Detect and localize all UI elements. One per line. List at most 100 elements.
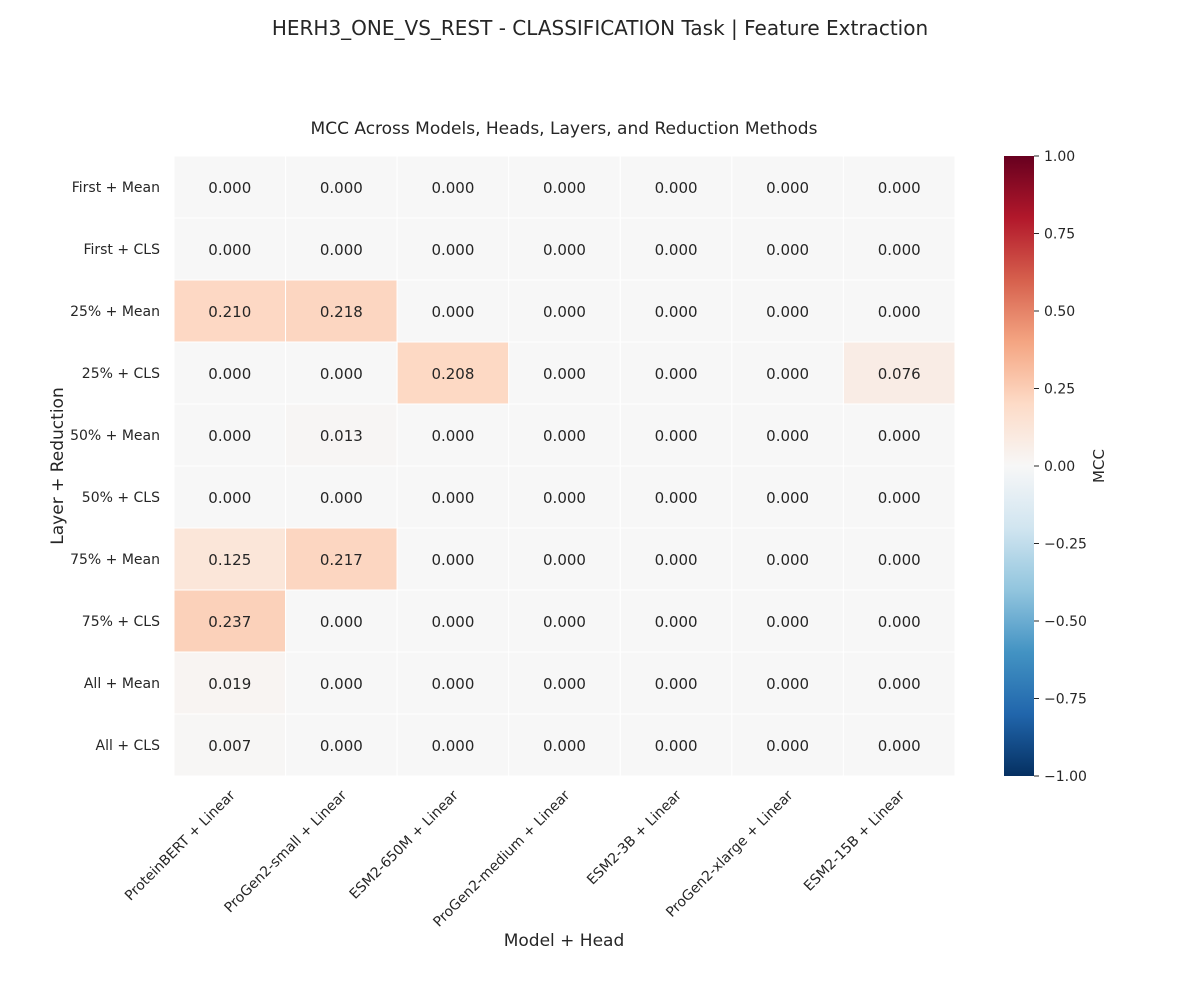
cell-value-label: 0.000 bbox=[208, 241, 251, 259]
x-tick-label: ESM2-650M + Linear bbox=[347, 787, 462, 902]
y-tick-label: First + CLS bbox=[83, 242, 160, 258]
cell-value-label: 0.000 bbox=[878, 303, 921, 321]
colorbar-tick-label: 0.75 bbox=[1044, 227, 1075, 243]
cell-value-label: 0.000 bbox=[431, 427, 474, 445]
x-tick-label: ProGen2-medium + Linear bbox=[430, 787, 573, 930]
cell-value-label: 0.000 bbox=[766, 551, 809, 569]
cell-value-label: 0.000 bbox=[208, 427, 251, 445]
heatmap-cell bbox=[173, 527, 287, 591]
x-axis-label: Model + Head bbox=[504, 931, 625, 951]
colorbar-tick-label: 1.00 bbox=[1044, 149, 1075, 165]
cell-value-label: 0.000 bbox=[431, 613, 474, 631]
heatmap-cell bbox=[285, 403, 398, 467]
y-tick-label: 25% + CLS bbox=[82, 366, 160, 382]
y-tick-label: 25% + Mean bbox=[70, 304, 160, 320]
cell-value-label: 0.210 bbox=[208, 303, 251, 321]
cell-value-label: 0.208 bbox=[431, 365, 474, 383]
cell-value-label: 0.000 bbox=[543, 489, 586, 507]
cell-value-label: 0.000 bbox=[878, 737, 921, 755]
y-tick-label: 50% + Mean bbox=[70, 428, 160, 444]
colorbar-ticks: 1.00 0.75 0.50 0.25 0.00 −0.25 −0.50 −0.75 −1.00 bbox=[1034, 149, 1087, 785]
heatmap-cell bbox=[285, 341, 398, 405]
heatmap-cell bbox=[731, 651, 844, 715]
cell-value-label: 0.000 bbox=[320, 365, 363, 383]
cell-value-label: 0.000 bbox=[655, 241, 698, 259]
heatmap-cell bbox=[842, 403, 956, 467]
heatmap-cell bbox=[508, 341, 621, 405]
heatmap-cell bbox=[396, 713, 510, 777]
cell-value-label: 0.000 bbox=[655, 303, 698, 321]
heatmap-cell bbox=[173, 155, 287, 219]
cell-value-label: 0.000 bbox=[543, 365, 586, 383]
cell-value-label: 0.000 bbox=[766, 675, 809, 693]
cell-value-label: 0.000 bbox=[655, 489, 698, 507]
heatmap-cell bbox=[396, 279, 510, 343]
heatmap-cell bbox=[842, 341, 956, 405]
cell-value-label: 0.000 bbox=[208, 179, 251, 197]
heatmap-cell bbox=[731, 713, 844, 777]
heatmap-cells bbox=[173, 155, 956, 777]
cell-value-label: 0.000 bbox=[543, 303, 586, 321]
y-axis-label: Layer + Reduction bbox=[48, 387, 68, 544]
colorbar-tick-label: −0.75 bbox=[1044, 692, 1087, 708]
cell-value-label: 0.000 bbox=[878, 675, 921, 693]
heatmap-cell bbox=[731, 279, 844, 343]
cell-value-label: 0.000 bbox=[878, 551, 921, 569]
heatmap-cell bbox=[396, 465, 510, 529]
heatmap-cell bbox=[173, 589, 287, 653]
heatmap-cell bbox=[396, 527, 510, 591]
heatmap-cell bbox=[173, 403, 287, 467]
cell-value-label: 0.000 bbox=[543, 179, 586, 197]
y-tick-label: 75% + Mean bbox=[70, 552, 160, 568]
cell-value-label: 0.000 bbox=[431, 179, 474, 197]
heatmap-cell bbox=[396, 217, 510, 281]
heatmap-cell bbox=[619, 527, 733, 591]
colorbar-tick-label: −0.50 bbox=[1044, 614, 1087, 630]
heatmap-cell bbox=[173, 341, 287, 405]
heatmap-cell bbox=[619, 217, 733, 281]
heatmap-cell bbox=[731, 217, 844, 281]
cell-value-label: 0.000 bbox=[208, 365, 251, 383]
heatmap-cell bbox=[173, 279, 287, 343]
cell-value-label: 0.237 bbox=[208, 613, 251, 631]
heatmap-cell bbox=[842, 589, 956, 653]
cell-value-label: 0.019 bbox=[208, 675, 251, 693]
cell-value-label: 0.000 bbox=[431, 737, 474, 755]
heatmap-cell bbox=[396, 589, 510, 653]
cell-value-label: 0.000 bbox=[431, 241, 474, 259]
cell-value-label: 0.000 bbox=[766, 613, 809, 631]
cell-value-label: 0.000 bbox=[655, 675, 698, 693]
y-tick-label: 50% + CLS bbox=[82, 490, 160, 506]
heatmap-cell bbox=[396, 651, 510, 715]
heatmap-cell bbox=[619, 279, 733, 343]
heatmap-cell bbox=[619, 341, 733, 405]
cell-value-label: 0.000 bbox=[320, 737, 363, 755]
heatmap-cell bbox=[396, 341, 510, 405]
x-tick-label: ProGen2-xlarge + Linear bbox=[663, 787, 796, 920]
y-tick-label: All + CLS bbox=[96, 738, 161, 754]
cell-value-label: 0.000 bbox=[320, 241, 363, 259]
cell-value-label: 0.000 bbox=[766, 179, 809, 197]
cell-value-label: 0.000 bbox=[655, 365, 698, 383]
colorbar-tick-label: 0.00 bbox=[1044, 459, 1075, 475]
heatmap-cell bbox=[285, 217, 398, 281]
cell-value-label: 0.000 bbox=[655, 613, 698, 631]
x-tick-label: ESM2-15B + Linear bbox=[801, 787, 908, 894]
heatmap-cell-labels: 0.000 0.000 0.000 0.000 0.000 0.000 0.000 0.000… bbox=[208, 179, 920, 755]
y-tick-label: 75% + CLS bbox=[82, 614, 160, 630]
cell-value-label: 0.000 bbox=[878, 427, 921, 445]
cell-value-label: 0.000 bbox=[543, 241, 586, 259]
cell-value-label: 0.000 bbox=[766, 241, 809, 259]
colorbar-tick-label: 0.25 bbox=[1044, 382, 1075, 398]
cell-value-label: 0.218 bbox=[320, 303, 363, 321]
cell-value-label: 0.000 bbox=[320, 675, 363, 693]
cell-value-label: 0.217 bbox=[320, 551, 363, 569]
heatmap-cell bbox=[842, 155, 956, 219]
heatmap-cell bbox=[731, 527, 844, 591]
y-tick-label: All + Mean bbox=[84, 676, 160, 692]
heatmap-cell bbox=[285, 279, 398, 343]
x-tick-label: ProGen2-small + Linear bbox=[222, 787, 351, 916]
heatmap-cell bbox=[508, 465, 621, 529]
cell-value-label: 0.000 bbox=[878, 179, 921, 197]
heatmap-cell bbox=[731, 465, 844, 529]
